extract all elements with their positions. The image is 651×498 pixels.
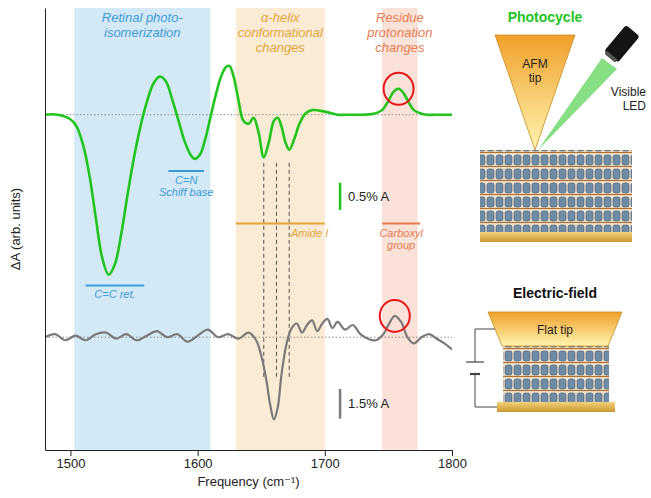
x-tick: 1700 <box>311 450 340 471</box>
x-tick-label: 1800 <box>438 456 467 471</box>
y-axis-line <box>45 9 46 451</box>
gold-substrate <box>480 232 632 242</box>
annotations: Retinal photo-isomerization α-helixconfor… <box>86 10 433 419</box>
feature-label-line: Amide I <box>290 227 328 239</box>
led-body <box>604 25 640 63</box>
scale-bar <box>339 183 342 210</box>
scale-bar-label: 0.5% A <box>348 189 390 204</box>
y-axis <box>45 9 46 451</box>
figure: Retinal photo-isomerization α-helixconfor… <box>0 0 651 498</box>
sample-stack <box>480 150 632 232</box>
plot-area <box>45 8 452 450</box>
region-title: α-helixconformationalchanges <box>238 10 324 55</box>
circuit-wire <box>475 329 476 362</box>
x-axis-line <box>46 450 453 451</box>
x-tick: 1800 <box>438 450 467 471</box>
x-tick: 1600 <box>184 450 213 471</box>
x-tick-mark <box>198 450 199 456</box>
scale-bar <box>339 389 342 419</box>
battery-plate <box>470 373 480 375</box>
afm-tip-label-line: AFM <box>522 57 547 71</box>
region-title-line: protonation <box>366 25 432 40</box>
feature-bar <box>382 223 420 225</box>
y-axis-title: ΔA (arb. units) <box>8 188 23 270</box>
region-title: Retinal photo-isomerization <box>102 10 184 40</box>
battery-plate <box>466 361 484 362</box>
flat-tip <box>488 312 622 346</box>
highlight-circle <box>384 73 414 105</box>
region-title-line: Retinal photo- <box>102 10 184 25</box>
region-title-line: changes <box>375 40 425 55</box>
afm-tip <box>495 35 575 150</box>
feature-label-line: C=N <box>175 174 197 186</box>
led-label-line: Visible <box>611 85 646 99</box>
gold-substrate <box>497 402 615 412</box>
dashed-guide <box>289 160 290 376</box>
feature-label-line: C=C ret. <box>94 288 135 300</box>
x-tick-label: 1500 <box>56 456 85 471</box>
baseline <box>45 337 452 338</box>
circuit-wire <box>475 374 476 407</box>
led-label: VisibleLED <box>611 85 646 113</box>
region-title-line: isomerization <box>104 25 181 40</box>
feature-label-line: Schiff base <box>159 186 213 198</box>
led-label-line: LED <box>623 99 647 113</box>
feature-label: C=NSchiff base <box>159 174 213 198</box>
x-tick-label: 1600 <box>184 456 213 471</box>
led-lens <box>604 51 617 63</box>
x-tick: 1500 <box>56 450 85 471</box>
electric-field-title: Electric-field <box>513 285 597 301</box>
circuit-wire <box>475 329 495 330</box>
feature-label-line: group <box>387 239 415 251</box>
region-title-line: Residue <box>376 10 424 25</box>
highlight-circle <box>380 300 410 332</box>
circuit-wire <box>475 407 497 408</box>
spectrum-line <box>45 66 452 275</box>
region-title: Residueprotonationchanges <box>366 10 432 55</box>
schematic: Photocycle AFMtip VisibleLED Electric-field… <box>466 9 646 412</box>
afm-tip-label: AFMtip <box>522 57 547 85</box>
flat-tip-label: Flat tip <box>537 323 573 337</box>
x-tick-mark <box>325 450 326 456</box>
x-tick-mark <box>452 450 453 456</box>
sample-stack <box>503 346 609 402</box>
feature-label: C=C ret. <box>94 288 135 300</box>
region-title-line: changes <box>256 40 306 55</box>
led <box>603 25 640 64</box>
feature-label: Amide I <box>290 227 328 239</box>
region-title-line: α-helix <box>261 10 300 25</box>
scale-bar-label: 1.5% A <box>348 396 390 411</box>
region-band <box>74 8 210 450</box>
feature-bar <box>86 284 145 286</box>
x-axis-title: Frequency (cm⁻¹) <box>197 474 299 489</box>
dashed-guide <box>263 160 264 376</box>
feature-label: Carboxylgroup <box>379 227 423 251</box>
photocycle-title: Photocycle <box>508 9 583 25</box>
feature-bar <box>236 223 325 225</box>
x-tick-label: 1700 <box>311 456 340 471</box>
region-title-line: conformational <box>238 25 324 40</box>
x-axis: 1500 1600 1700 1800 <box>46 450 467 471</box>
feature-bar <box>168 170 204 172</box>
baseline <box>45 114 452 115</box>
afm-tip-label-line: tip <box>529 71 542 85</box>
x-tick-mark <box>70 450 71 456</box>
dashed-guide <box>276 160 277 376</box>
feature-label-line: Carboxyl <box>379 227 423 239</box>
